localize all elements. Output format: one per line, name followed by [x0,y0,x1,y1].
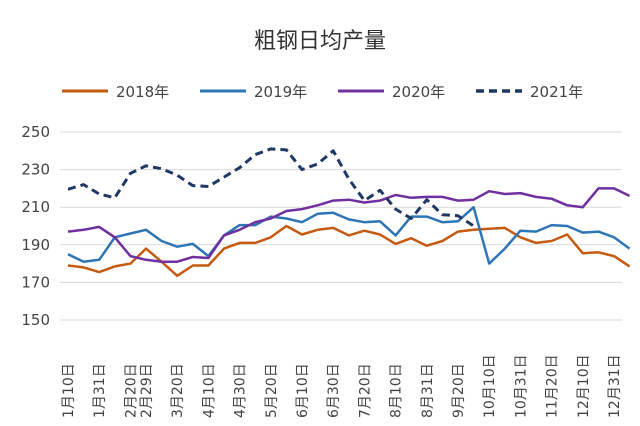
x-tick-label: 2月20日 [123,363,139,418]
x-tick-label: 3月20日 [170,363,186,418]
x-tick-label: 4月10日 [201,363,217,418]
y-tick-label: 150 [21,311,50,329]
x-tick-label: 12月10日 [576,354,592,418]
x-tick-label: 7月20日 [357,363,373,418]
gridlines [60,131,622,321]
x-axis: 1月10日 1月31日 2月20日 2月29日 3月20日 4月10日 4月30日 5月20日… [61,354,623,418]
x-tick-label: 9月20日 [451,363,467,418]
series-line-2020年 [67,187,631,263]
y-axis: 150 170 190 210 230 250 [21,123,50,329]
x-tick-label: 8月31日 [420,363,436,418]
legend-label: 2020年 [392,83,445,101]
y-tick-label: 170 [21,273,50,291]
x-tick-label: 5月20日 [264,363,280,418]
legend: 2018年 2019年 2020年 2021年 [62,83,583,101]
legend-label: 2021年 [530,83,583,101]
x-tick-label: 2月29日 [139,363,155,418]
x-tick-label: 10月10日 [482,354,498,418]
series-line-2019年 [67,205,631,265]
x-tick-label: 1月10日 [61,363,77,418]
x-tick-label: 10月31日 [513,354,529,418]
x-tick-label: 12月31日 [607,354,623,418]
chart-title: 粗钢日均产量 [254,29,386,54]
x-tick-label: 6月30日 [326,363,342,418]
x-tick-label: 4月30日 [233,363,249,418]
x-tick-label: 6月10日 [295,363,311,418]
x-tick-label: 11月20日 [545,354,561,418]
y-tick-label: 190 [21,236,50,254]
y-tick-label: 210 [21,198,50,216]
x-tick-label: 1月31日 [92,363,108,418]
series-lines [67,147,631,278]
series-line-2021年 [67,147,475,228]
y-tick-label: 250 [21,123,50,141]
x-tick-label: 8月10日 [389,363,405,418]
legend-label: 2018年 [116,83,169,101]
y-tick-label: 230 [21,161,50,179]
legend-label: 2019年 [254,83,307,101]
